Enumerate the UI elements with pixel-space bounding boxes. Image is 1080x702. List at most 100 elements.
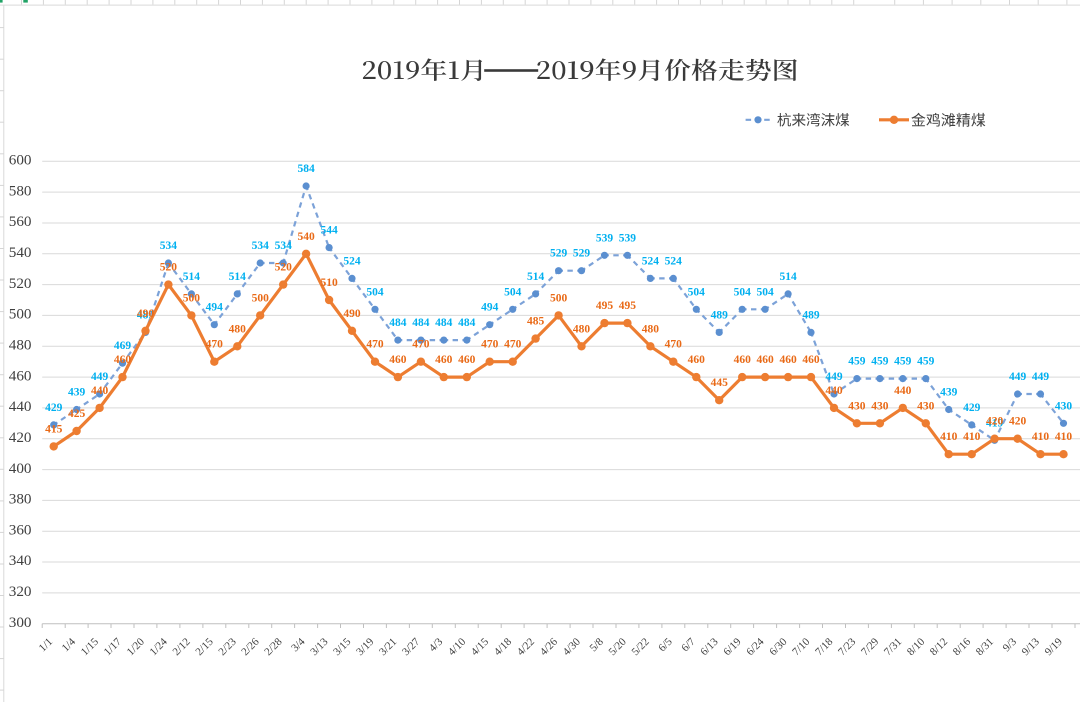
svg-text:484: 484 <box>458 317 476 329</box>
svg-text:504: 504 <box>504 286 522 298</box>
svg-text:484: 484 <box>389 317 407 329</box>
svg-text:539: 539 <box>596 232 614 244</box>
svg-text:439: 439 <box>940 387 958 399</box>
svg-text:480: 480 <box>9 337 32 354</box>
svg-text:514: 514 <box>527 271 545 283</box>
svg-text:504: 504 <box>734 286 752 298</box>
svg-text:340: 340 <box>9 552 32 569</box>
svg-text:484: 484 <box>435 317 453 329</box>
svg-text:449: 449 <box>1032 371 1050 383</box>
svg-text:529: 529 <box>550 248 568 260</box>
svg-text:494: 494 <box>206 302 224 314</box>
svg-text:485: 485 <box>527 316 545 328</box>
svg-text:514: 514 <box>229 271 247 283</box>
svg-text:514: 514 <box>183 271 201 283</box>
svg-text:500: 500 <box>9 306 32 323</box>
svg-text:510: 510 <box>320 277 338 289</box>
svg-text:470: 470 <box>665 339 683 351</box>
svg-text:504: 504 <box>688 286 706 298</box>
svg-text:504: 504 <box>756 286 774 298</box>
svg-text:494: 494 <box>481 302 499 314</box>
svg-text:514: 514 <box>779 271 797 283</box>
svg-text:470: 470 <box>206 339 224 351</box>
svg-text:534: 534 <box>275 240 293 252</box>
svg-text:460: 460 <box>779 354 797 366</box>
svg-text:449: 449 <box>825 371 843 383</box>
svg-text:489: 489 <box>802 309 820 321</box>
svg-text:410: 410 <box>1055 431 1073 443</box>
svg-text:380: 380 <box>9 491 32 508</box>
svg-text:484: 484 <box>412 317 430 329</box>
svg-text:440: 440 <box>91 385 109 397</box>
svg-text:490: 490 <box>137 308 155 320</box>
svg-text:440: 440 <box>894 385 912 397</box>
svg-text:320: 320 <box>9 583 32 600</box>
svg-text:470: 470 <box>481 339 499 351</box>
svg-text:420: 420 <box>9 429 32 446</box>
svg-text:420: 420 <box>1009 416 1027 428</box>
svg-text:540: 540 <box>297 231 315 243</box>
svg-text:460: 460 <box>9 367 32 384</box>
svg-text:425: 425 <box>68 408 86 420</box>
svg-text:400: 400 <box>9 460 32 477</box>
svg-text:529: 529 <box>573 248 591 260</box>
svg-text:460: 460 <box>389 354 407 366</box>
svg-text:584: 584 <box>297 163 315 175</box>
svg-text:520: 520 <box>160 262 178 274</box>
svg-text:460: 460 <box>734 354 752 366</box>
svg-text:460: 460 <box>114 354 132 366</box>
svg-text:419: 419 <box>986 417 1004 429</box>
svg-text:534: 534 <box>252 240 270 252</box>
svg-text:360: 360 <box>9 521 32 538</box>
svg-text:430: 430 <box>871 400 889 412</box>
svg-text:429: 429 <box>45 402 63 414</box>
svg-text:469: 469 <box>114 340 132 352</box>
svg-text:544: 544 <box>320 225 338 237</box>
svg-text:524: 524 <box>642 255 660 267</box>
svg-text:580: 580 <box>9 182 32 199</box>
svg-text:540: 540 <box>9 244 32 261</box>
svg-text:500: 500 <box>550 292 568 304</box>
svg-text:504: 504 <box>366 286 384 298</box>
svg-text:439: 439 <box>68 387 86 399</box>
svg-text:470: 470 <box>366 339 384 351</box>
svg-text:524: 524 <box>665 255 683 267</box>
svg-text:430: 430 <box>917 400 935 412</box>
svg-text:460: 460 <box>435 354 453 366</box>
svg-text:524: 524 <box>343 255 361 267</box>
svg-text:445: 445 <box>711 377 729 389</box>
svg-text:534: 534 <box>160 240 178 252</box>
svg-text:520: 520 <box>9 275 32 292</box>
svg-text:430: 430 <box>1055 400 1073 412</box>
svg-text:459: 459 <box>917 356 935 368</box>
svg-text:495: 495 <box>619 300 637 312</box>
svg-text:560: 560 <box>9 213 32 230</box>
svg-text:415: 415 <box>45 423 63 435</box>
svg-text:430: 430 <box>848 400 866 412</box>
svg-text:539: 539 <box>619 232 637 244</box>
svg-text:460: 460 <box>688 354 706 366</box>
svg-text:440: 440 <box>825 385 843 397</box>
svg-text:500: 500 <box>252 292 270 304</box>
svg-text:489: 489 <box>711 309 729 321</box>
svg-text:470: 470 <box>504 339 522 351</box>
svg-text:520: 520 <box>275 262 293 274</box>
svg-text:459: 459 <box>871 356 889 368</box>
svg-text:420: 420 <box>986 416 1004 428</box>
svg-text:429: 429 <box>963 402 981 414</box>
svg-text:500: 500 <box>183 292 201 304</box>
svg-text:480: 480 <box>229 323 247 335</box>
svg-text:460: 460 <box>458 354 476 366</box>
svg-text:460: 460 <box>756 354 774 366</box>
svg-text:480: 480 <box>573 323 591 335</box>
svg-text:480: 480 <box>642 323 660 335</box>
svg-text:459: 459 <box>894 356 912 368</box>
svg-text:490: 490 <box>343 308 361 320</box>
svg-text:410: 410 <box>1032 431 1050 443</box>
svg-text:410: 410 <box>963 431 981 443</box>
svg-text:470: 470 <box>412 339 430 351</box>
svg-text:440: 440 <box>9 398 32 415</box>
svg-text:460: 460 <box>802 354 820 366</box>
svg-text:449: 449 <box>1009 371 1027 383</box>
svg-text:300: 300 <box>9 614 32 631</box>
